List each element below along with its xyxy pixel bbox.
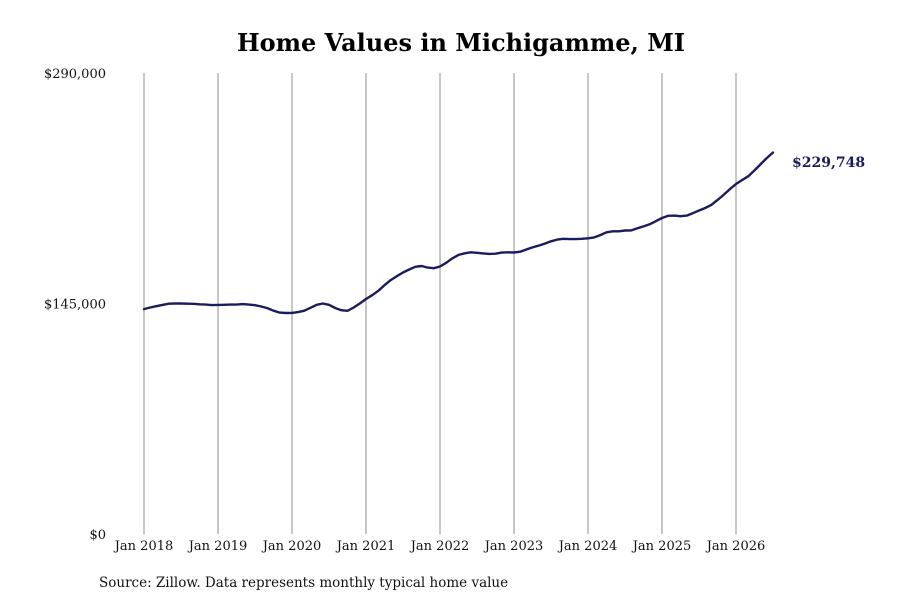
x-tick-label: Jan 2020 [261,539,322,554]
y-tick-label: $145,000 [44,298,106,313]
x-tick-labels: Jan 2018 Jan 2019 Jan 2020 Jan 2021 Jan 2022… [113,539,766,554]
x-gridlines [143,73,737,534]
x-tick-label: Jan 2022 [409,539,470,554]
end-value-label: $229,748 [792,155,865,171]
x-tick-label: Jan 2021 [335,539,396,554]
x-tick-label: Jan 2019 [187,539,248,554]
source-note: Source: Zillow. Data represents monthly … [99,575,508,591]
series-line-home-value [142,151,775,315]
chart-title: Home Values in Michigamme, MI [237,28,685,57]
y-tick-label: $290,000 [44,67,106,82]
y-tick-label: $0 [89,528,106,543]
x-tick-label: Jan 2025 [631,539,692,554]
x-tick-label: Jan 2023 [483,539,544,554]
x-tick-label: Jan 2024 [557,539,618,554]
x-tick-label: Jan 2026 [705,539,766,554]
x-tick-label: Jan 2018 [113,539,174,554]
y-tick-labels: $0 $145,000 $290,000 [44,67,106,543]
